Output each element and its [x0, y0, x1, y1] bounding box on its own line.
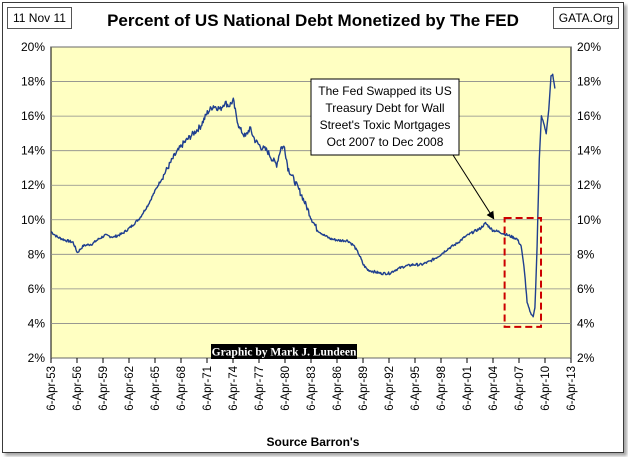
y-tick-label-right: 16%	[577, 109, 601, 123]
credit-text: Graphic by Mark J. Lundeen	[212, 347, 357, 359]
x-tick-label: 6-Apr-01	[462, 366, 474, 411]
x-tick-label: 6-Apr-74	[228, 365, 240, 410]
callout-text-line: Treasury Debt for Wall	[325, 101, 444, 115]
callout-text-line: Oct 2007 to Dec 2008	[327, 135, 444, 149]
y-tick-label-left: 18%	[21, 75, 45, 89]
x-axis-label: Source Barron's	[267, 435, 360, 449]
y-tick-label-left: 12%	[21, 178, 45, 192]
x-tick-label: 6-Apr-56	[72, 366, 84, 411]
y-tick-label-left: 14%	[21, 144, 45, 158]
y-tick-label-left: 16%	[21, 109, 45, 123]
y-tick-label-left: 6%	[28, 282, 46, 296]
y-tick-label-left: 2%	[28, 351, 46, 365]
y-tick-label-right: 18%	[577, 75, 601, 89]
chart-title: Percent of US National Debt Monetized by…	[107, 11, 519, 30]
chart-svg: The Fed Swapped its US Treasury Debt for …	[21, 40, 601, 449]
callout-text-line: Street's Toxic Mortgages	[320, 118, 451, 132]
source-site-label: GATA.Org	[552, 7, 619, 29]
x-tick-label: 6-Apr-83	[306, 366, 318, 411]
chart-frame: 11 Nov 11 Percent of US National Debt Mo…	[2, 2, 624, 453]
x-tick-label: 6-Apr-92	[384, 366, 396, 411]
y-tick-label-right: 10%	[577, 213, 601, 227]
credit-banner	[211, 344, 357, 359]
y-tick-label-right: 14%	[577, 144, 601, 158]
x-tick-label: 6-Apr-89	[358, 366, 370, 411]
y-tick-label-right: 4%	[577, 316, 595, 330]
highlight-box	[503, 217, 543, 328]
y-tick-label-right: 8%	[577, 247, 595, 261]
y-tick-label-right: 12%	[577, 178, 601, 192]
callout-text-line: The Fed Swapped its US	[318, 84, 451, 98]
date-label: 11 Nov 11	[7, 7, 72, 29]
x-tick-label: 6-Apr-65	[150, 366, 162, 411]
x-tick-label: 6-Apr-68	[176, 366, 188, 411]
x-tick-label: 6-Apr-77	[254, 366, 266, 411]
y-tick-label-right: 2%	[577, 351, 595, 365]
x-tick-label: 6-Apr-98	[436, 366, 448, 411]
x-tick-label: 6-Apr-53	[46, 366, 58, 411]
y-tick-label-left: 8%	[28, 247, 46, 261]
x-tick-label: 6-Apr-07	[514, 366, 526, 411]
x-tick-label: 6-Apr-04	[488, 365, 500, 410]
callout-arrow	[452, 154, 495, 220]
x-tick-label: 6-Apr-80	[280, 366, 292, 411]
x-tick-label: 6-Apr-59	[98, 366, 110, 411]
x-tick-label: 6-Apr-62	[124, 366, 136, 411]
x-tick-label: 6-Apr-95	[410, 366, 422, 411]
y-tick-label-left: 4%	[28, 316, 46, 330]
series-line	[50, 73, 556, 318]
y-tick-label-left: 10%	[21, 213, 45, 227]
y-tick-label-right: 6%	[577, 282, 595, 296]
x-tick-label: 6-Apr-13	[566, 366, 578, 411]
y-tick-label-left: 20%	[21, 40, 45, 54]
y-tick-label-right: 20%	[577, 40, 601, 54]
x-tick-label: 6-Apr-86	[332, 366, 344, 411]
x-tick-label: 6-Apr-10	[540, 366, 552, 411]
x-tick-label: 6-Apr-71	[202, 366, 214, 411]
callout-box	[310, 78, 460, 156]
